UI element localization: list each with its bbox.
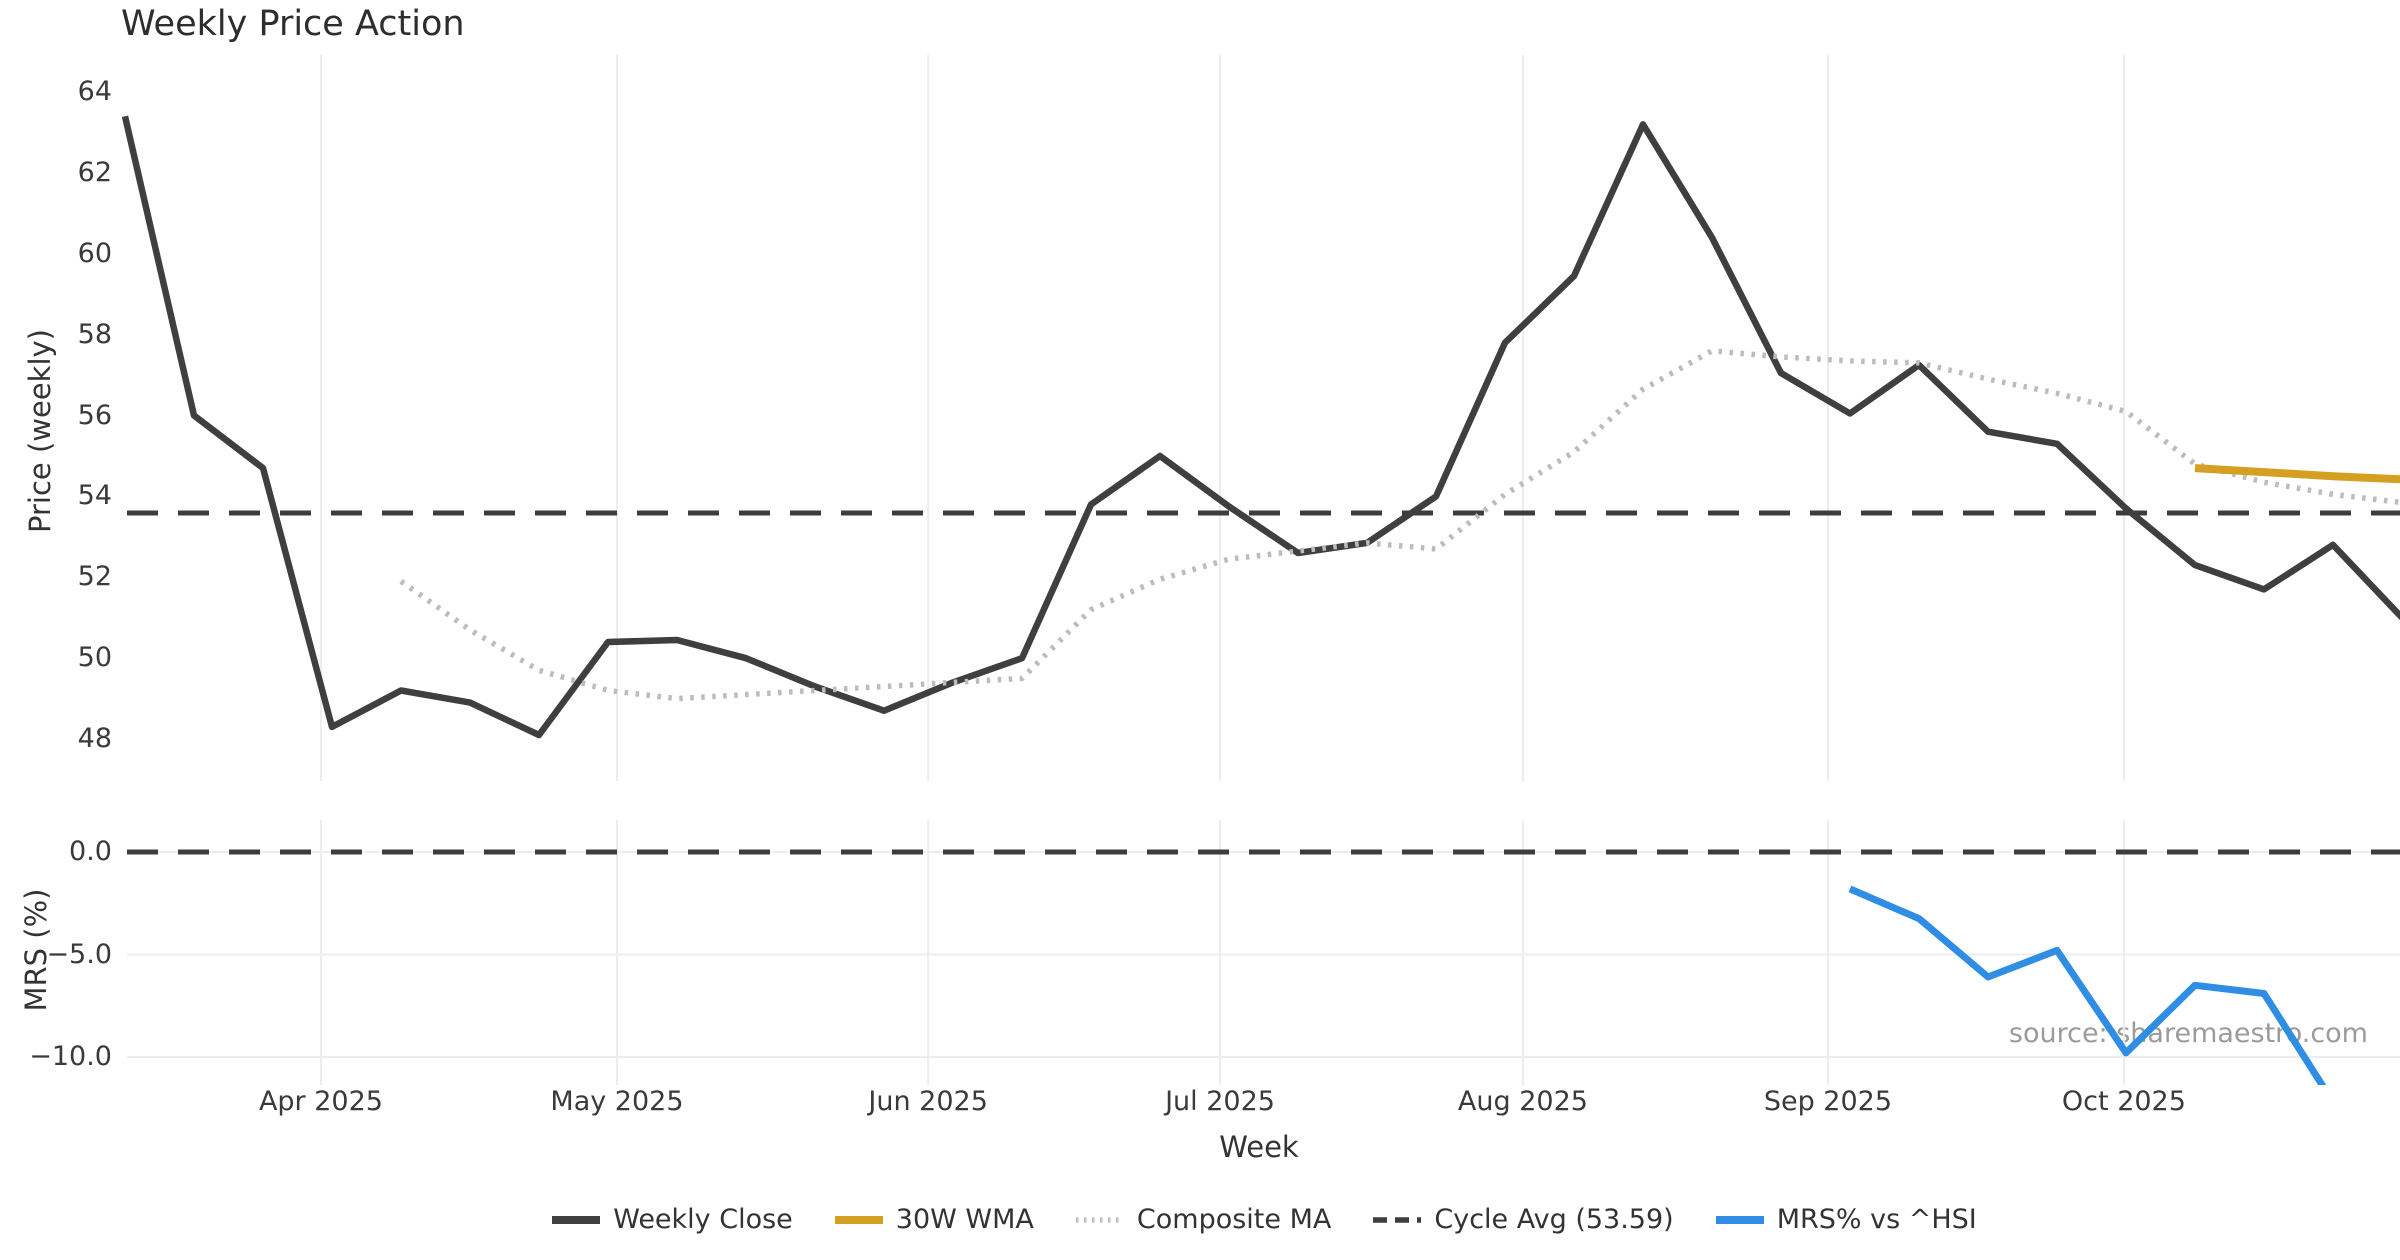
month-tick-label: Jul 2025: [1165, 1086, 1275, 1117]
legend-label: Weekly Close: [613, 1204, 793, 1235]
solid-line-swatch: [834, 1215, 883, 1224]
price-tick-label: 50: [77, 642, 112, 674]
legend-item-composite-ma: Composite MA: [1074, 1204, 1331, 1235]
dashed-line-swatch: [1373, 1216, 1422, 1223]
mrs-tick-label: −10.0: [29, 1041, 112, 1072]
legend-label: 30W WMA: [895, 1204, 1034, 1235]
price-tick-label: 60: [77, 237, 112, 269]
price-chart: [121, 55, 2400, 781]
month-tick-label: Apr 2025: [258, 1086, 383, 1117]
chart-title: Weekly Price Action: [121, 4, 465, 44]
solid-line-swatch: [552, 1215, 601, 1224]
month-tick-label: May 2025: [550, 1086, 684, 1117]
dotted-line-swatch: [1075, 1216, 1124, 1223]
mrs-tick-label: 0.0: [69, 836, 112, 867]
mrs-line: [1848, 885, 2327, 1085]
price-tick-label: 54: [77, 480, 112, 512]
mrs-chart: [127, 820, 2400, 1085]
month-tick-label: Oct 2025: [2061, 1086, 2186, 1117]
legend-label: Composite MA: [1136, 1204, 1332, 1235]
source-watermark: source: sharemaestro.com: [2008, 1018, 2368, 1049]
price-tick-label: 64: [77, 76, 112, 107]
x-axis-label: Week: [1219, 1130, 1299, 1164]
legend: Weekly Close 30W WMA Composite MA Cycle Avg…: [127, 1204, 2400, 1235]
mrs-tick-label: −5.0: [46, 938, 112, 970]
price-tick-label: 62: [77, 156, 112, 188]
legend-label: MRS% vs ^HSI: [1776, 1204, 1977, 1235]
legend-label: Cycle Avg (53.59): [1434, 1204, 1674, 1235]
legend-item-weekly-close: Weekly Close: [550, 1204, 793, 1235]
price-tick-label: 52: [77, 561, 112, 593]
solid-line-swatch: [1715, 1215, 1764, 1224]
legend-item-30w-wma: 30W WMA: [833, 1204, 1034, 1235]
legend-item-mrs-vs-hsi: MRS% vs ^HSI: [1714, 1204, 1977, 1235]
month-tick-label: Jun 2025: [868, 1086, 988, 1117]
month-tick-label: Sep 2025: [1763, 1086, 1892, 1117]
price-tick-label: 58: [77, 318, 112, 350]
price-tick-label: 56: [77, 399, 112, 431]
30w-wma-line: [2194, 464, 2400, 484]
price-tick-label: 48: [77, 723, 112, 755]
composite-ma-line: [399, 348, 2400, 702]
weekly-close-line: [121, 115, 2400, 739]
legend-item-cycle-avg-53-59-: Cycle Avg (53.59): [1371, 1204, 1674, 1235]
month-tick-label: Aug 2025: [1457, 1086, 1588, 1117]
